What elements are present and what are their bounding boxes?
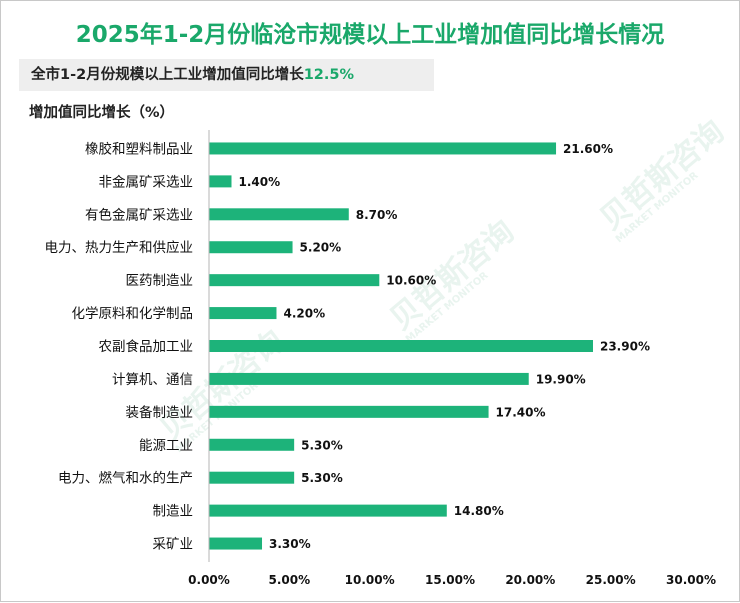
bar xyxy=(209,471,295,484)
bar xyxy=(209,208,349,221)
x-tick-label: 0.00% xyxy=(188,573,230,587)
bar xyxy=(209,504,447,517)
category-label: 化学原料和化学制品 xyxy=(72,306,194,322)
chart-title: 2025年1-2月份临沧市规模以上工业增加值同比增长情况 xyxy=(75,22,665,48)
x-tick-label: 15.00% xyxy=(425,573,475,587)
value-label: 3.30% xyxy=(269,537,311,551)
x-tick-label: 5.00% xyxy=(269,573,311,587)
value-label: 21.60% xyxy=(563,142,613,156)
bar xyxy=(209,274,380,287)
summary-box: 全市1-2月份规模以上工业增加值同比增长12.5% xyxy=(19,59,434,91)
category-label: 计算机、通信 xyxy=(112,372,193,388)
value-label: 5.30% xyxy=(301,438,343,452)
bar xyxy=(209,241,293,254)
bar xyxy=(209,405,489,418)
x-tick-label: 30.00% xyxy=(666,573,716,587)
value-label: 10.60% xyxy=(386,274,436,288)
summary-value: 12.5% xyxy=(303,67,355,83)
category-label: 有色金属矿采选业 xyxy=(85,206,193,223)
value-label: 17.40% xyxy=(496,405,546,419)
category-label: 电力、燃气和水的生产 xyxy=(58,470,193,487)
bar xyxy=(209,307,277,320)
x-tick-label: 20.00% xyxy=(505,573,555,587)
category-label: 电力、热力生产和供应业 xyxy=(45,239,194,256)
value-label: 8.70% xyxy=(356,208,398,222)
value-label: 1.40% xyxy=(238,175,280,189)
category-label: 制造业 xyxy=(153,504,194,520)
value-label: 5.30% xyxy=(301,471,343,485)
category-label: 装备制造业 xyxy=(126,404,194,421)
y-axis-title: 增加值同比增长（%） xyxy=(29,105,175,121)
category-label: 能源工业 xyxy=(139,438,193,454)
bar xyxy=(209,142,557,155)
watermark-text: 贝哲斯咨询 xyxy=(594,114,731,237)
summary-text: 全市1-2月份规模以上工业增加值同比增长 xyxy=(31,67,304,83)
value-label: 14.80% xyxy=(454,504,504,518)
category-label: 农副食品加工业 xyxy=(99,338,194,355)
bars-layer: 橡胶和塑料制品业 21.60% 非金属矿采选业 1.40% 有色金属矿采选业 8.70% 电… xyxy=(45,140,650,552)
bar xyxy=(209,372,529,385)
value-label: 23.90% xyxy=(600,340,650,354)
category-label: 橡胶和塑料制品业 xyxy=(85,140,193,157)
bar xyxy=(209,340,593,352)
value-label: 5.20% xyxy=(300,241,342,255)
x-tick-label: 10.00% xyxy=(345,573,395,587)
x-axis: 0.00% 5.00% 10.00% 15.00% 20.00% 25.00% 30.00% xyxy=(188,130,716,587)
value-label: 19.90% xyxy=(536,372,586,386)
category-label: 医药制造业 xyxy=(126,273,194,289)
category-label: 采矿业 xyxy=(153,537,194,553)
value-label: 4.20% xyxy=(283,307,325,321)
bar xyxy=(209,438,295,451)
bar xyxy=(209,537,263,550)
x-tick-label: 25.00% xyxy=(586,573,636,587)
category-label: 非金属矿采选业 xyxy=(99,174,194,190)
bar xyxy=(209,175,232,188)
